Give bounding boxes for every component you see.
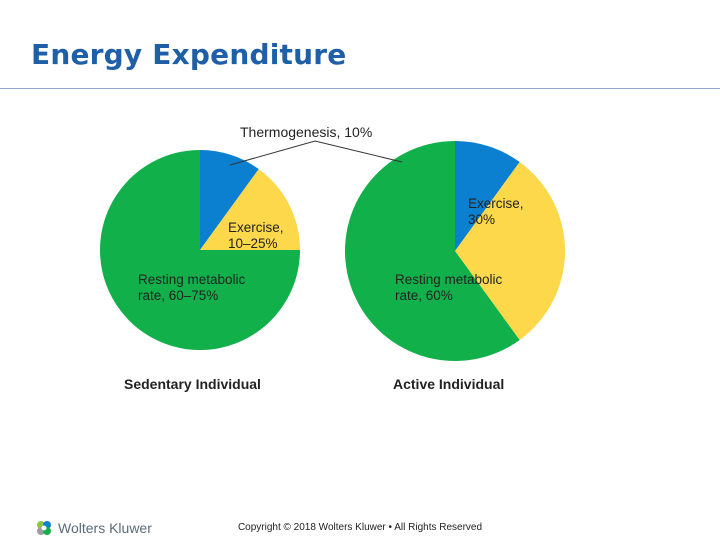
active-resting-slice	[345, 141, 520, 361]
page-title: Energy Expenditure	[31, 38, 347, 71]
wolters-kluwer-logo-icon	[37, 521, 51, 535]
energy-pie-charts: Exercise, 10–25% Resting metabolic rate, 60…	[100, 124, 566, 392]
thermogenesis-callout-label: Thermogenesis, 10%	[240, 124, 372, 140]
sedentary-pie-title: Sedentary Individual	[124, 376, 261, 392]
active-exercise-slice	[455, 162, 566, 340]
sedentary-resting-slice	[100, 150, 300, 350]
sedentary-exercise-slice	[200, 169, 300, 250]
thermogenesis-leader-lines	[229, 140, 403, 166]
sedentary-resting-label: Resting metabolic rate, 60–75%	[138, 272, 246, 303]
sedentary-exercise-label: Exercise, 10–25%	[228, 220, 284, 251]
active-resting-label: Resting metabolic rate, 60%	[395, 272, 503, 303]
brand-name: Wolters Kluwer	[58, 520, 152, 536]
copyright-text: Copyright © 2018 Wolters Kluwer • All Ri…	[237, 522, 483, 533]
brand-logo: Wolters Kluwer	[34, 517, 152, 539]
title-divider	[0, 88, 720, 89]
sedentary-thermogenesis-slice	[200, 150, 259, 250]
active-thermogenesis-slice	[455, 141, 520, 251]
active-exercise-label: Exercise, 30%	[468, 196, 524, 227]
active-pie-title: Active Individual	[393, 376, 504, 392]
